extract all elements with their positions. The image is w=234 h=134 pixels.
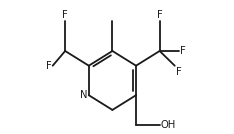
Text: F: F [62,10,68,20]
Text: F: F [180,46,186,56]
Text: N: N [80,90,88,100]
Text: F: F [46,61,51,71]
Text: F: F [176,67,182,77]
Text: F: F [157,10,163,20]
Text: OH: OH [161,120,176,130]
